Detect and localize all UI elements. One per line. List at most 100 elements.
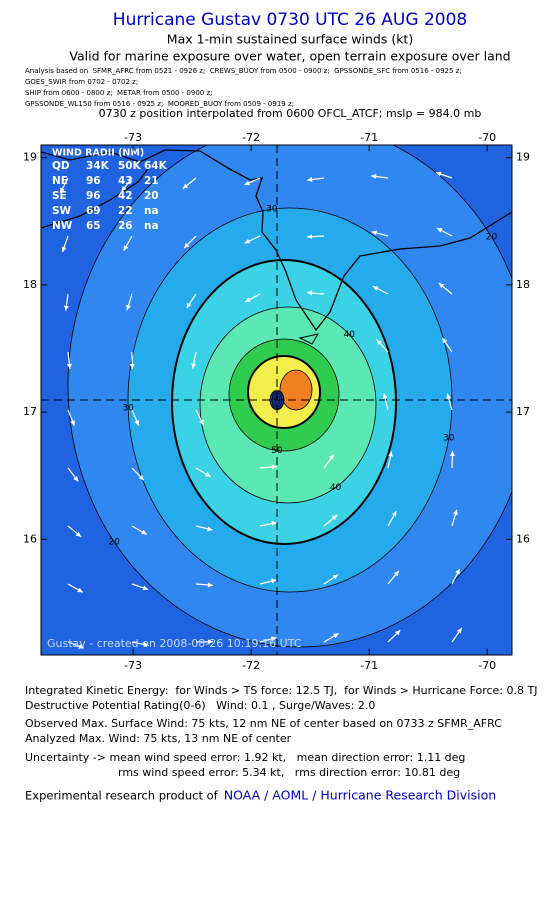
- wind-arrow-head: [333, 633, 339, 639]
- wind-arrow-head: [329, 454, 335, 460]
- wind-radii-cell: 20: [144, 190, 159, 202]
- y-tick-label: 17: [516, 405, 530, 418]
- title: Hurricane Gustav 0730 UTC 26 AUG 2008: [113, 10, 467, 30]
- wind-arrow-head: [60, 187, 65, 194]
- x-tick-label: -71: [360, 659, 378, 672]
- wind-arrow-head: [61, 246, 67, 253]
- wind-arrow-head: [435, 171, 442, 177]
- wind-arrow-head: [207, 639, 213, 645]
- y-tick-label: 18: [23, 278, 37, 291]
- wind-arrow-head: [449, 451, 455, 457]
- footer-line: Uncertainty -> mean wind speed error: 1.…: [25, 751, 465, 764]
- wind-arrow-head: [141, 529, 147, 535]
- wind-arrow-head: [199, 419, 204, 426]
- wind-arrow-head: [207, 526, 213, 532]
- wind-arrow-head: [271, 578, 277, 584]
- footer-line: Integrated Kinetic Energy: for Winds > T…: [25, 684, 537, 697]
- wind-radii-cell: 69: [86, 205, 101, 217]
- map-frame: [40, 144, 513, 656]
- wind-arrow-head: [186, 302, 192, 309]
- wind-arrow-head: [271, 521, 277, 527]
- position-note: 0730 z position interpolated from 0600 O…: [99, 107, 482, 120]
- wind-arrow-head: [376, 339, 382, 345]
- wind-arrow-head: [393, 570, 399, 577]
- wind-radii-header: 50K: [118, 160, 142, 172]
- x-tick-label: -72: [242, 131, 260, 144]
- wind-radii-cell: SE: [52, 190, 67, 202]
- wind-arrow-head: [331, 515, 338, 521]
- footer-line: Destructive Potential Rating(0-6) Wind: …: [25, 699, 375, 712]
- coastline: [298, 333, 320, 345]
- wind-radii-header: 34K: [86, 160, 110, 172]
- wind-arrow-head: [394, 630, 401, 636]
- x-tick-label: -71: [360, 131, 378, 144]
- wind-arrow-head: [270, 636, 277, 642]
- wind-arrow-head: [453, 509, 458, 516]
- wind-arrow-head: [77, 587, 83, 593]
- coastline: [41, 149, 512, 332]
- wind-arrow-head: [371, 230, 378, 236]
- wind-arrow-head: [244, 180, 251, 186]
- wind-arrow-head: [332, 574, 339, 580]
- wind-arrow-head: [78, 644, 84, 649]
- wind-arrow-head: [436, 228, 443, 233]
- wind-radii-cell: 43: [118, 175, 133, 187]
- wind-arrow-head: [143, 641, 149, 647]
- wind-arrow-head: [75, 531, 82, 537]
- product-note: Experimental research product of: [25, 789, 219, 803]
- contour-label: 20: [486, 233, 498, 243]
- x-tick-label: -72: [242, 659, 260, 672]
- wind-arrow-head: [391, 511, 397, 517]
- y-tick-label: 16: [516, 532, 530, 545]
- wind-radii-cell: SW: [52, 205, 72, 217]
- wind-arrow-head: [138, 474, 144, 481]
- x-tick-label: -70: [478, 659, 496, 672]
- source-line: GOES_SWIR from 0702 - 0702 z;: [25, 78, 138, 86]
- footer-line: Observed Max. Surface Wind: 75 kts, 12 n…: [25, 717, 502, 730]
- x-tick-label: -73: [124, 131, 142, 144]
- wind-arrow-head: [307, 290, 313, 296]
- wind-arrow-head: [244, 238, 251, 244]
- wind-radii-header: QD: [52, 160, 70, 172]
- x-tick-label: -73: [124, 659, 142, 672]
- wind-radii-cell: 65: [86, 220, 101, 232]
- wind-arrow-head: [73, 476, 79, 482]
- wind-arrow-head: [126, 304, 131, 311]
- wind-radii-cell: 26: [118, 220, 133, 232]
- wind-radii-cell: NW: [52, 220, 73, 232]
- wind-arrow-head: [184, 242, 190, 249]
- wind-arrow-head: [123, 245, 129, 251]
- contour-label: 30: [122, 403, 134, 413]
- wind-arrow-head: [182, 183, 189, 189]
- y-tick-label: 17: [23, 405, 37, 418]
- wind-radii-cell: na: [144, 205, 159, 217]
- contour-label: 20: [223, 131, 235, 141]
- wind-arrow-head: [388, 451, 393, 457]
- wind-arrow-head: [271, 464, 277, 470]
- source-line: GPSSONDE_WL150 from 0516 - 0925 z; MOORE…: [25, 100, 294, 108]
- wind-radii-cell: 42: [118, 190, 133, 202]
- coastline: [41, 165, 151, 229]
- wind-arrow-head: [70, 420, 75, 426]
- wind-radii-cell: na: [144, 220, 159, 232]
- contour-label: 30: [266, 205, 278, 215]
- y-tick-label: 18: [516, 278, 530, 291]
- wind-radii-cell: 96: [86, 175, 101, 187]
- wind-arrow-head: [142, 585, 149, 591]
- contour-label: 30: [443, 434, 455, 444]
- wind-arrow-head: [121, 185, 127, 192]
- wind-radii-cell: NE: [52, 175, 68, 187]
- wind-arrow-head: [207, 582, 213, 588]
- wind-arrow-head: [455, 568, 460, 575]
- aoml-link[interactable]: NOAA / AOML / Hurricane Research Divisio…: [224, 788, 496, 803]
- contour: [279, 369, 313, 411]
- wind-arrow-head: [446, 393, 452, 400]
- wind-arrow-head: [191, 363, 197, 369]
- wind-radii-cell: 96: [86, 190, 101, 202]
- wind-arrow-head: [307, 234, 313, 240]
- subtitle: Max 1-min sustained surface winds (kt): [167, 32, 413, 47]
- wind-arrow-head: [245, 297, 251, 303]
- wind-arrow-head: [382, 393, 388, 399]
